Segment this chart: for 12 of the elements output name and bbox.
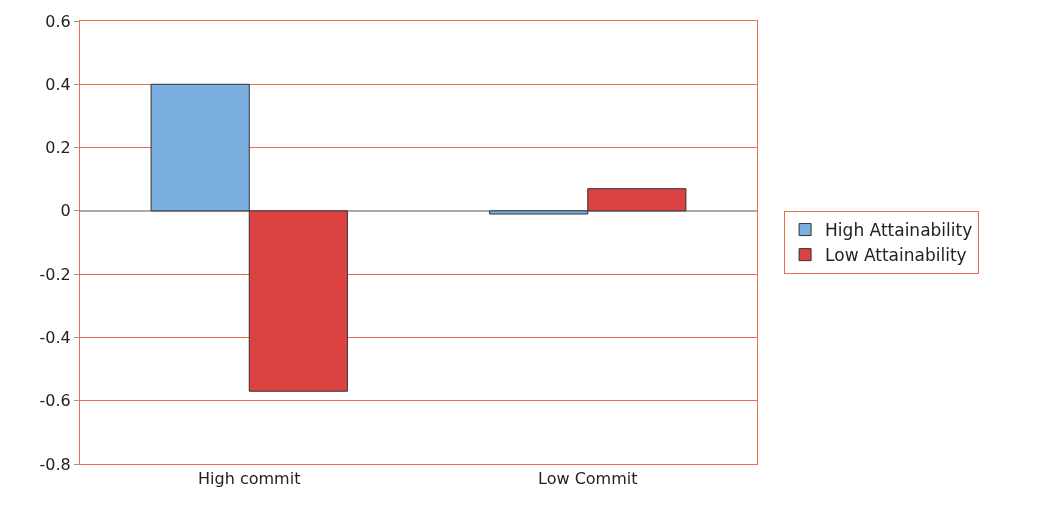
y-tick-label: 0.4: [45, 74, 71, 94]
y-tick-label: -0.4: [39, 328, 71, 348]
y-tick-label: 0.2: [45, 138, 71, 158]
y-tick-label: 0.6: [45, 11, 71, 31]
y-tick-label: 0: [60, 201, 71, 221]
y-tick-label: -0.6: [39, 391, 71, 411]
legend-label: Low Attainability: [825, 245, 967, 266]
y-tick-label: -0.2: [39, 264, 71, 284]
x-tick-label: High commit: [198, 469, 301, 489]
y-tick-label: -0.8: [39, 454, 71, 474]
legend-label: High Attainability: [825, 220, 973, 241]
x-tick-label: Low Commit: [538, 469, 638, 489]
